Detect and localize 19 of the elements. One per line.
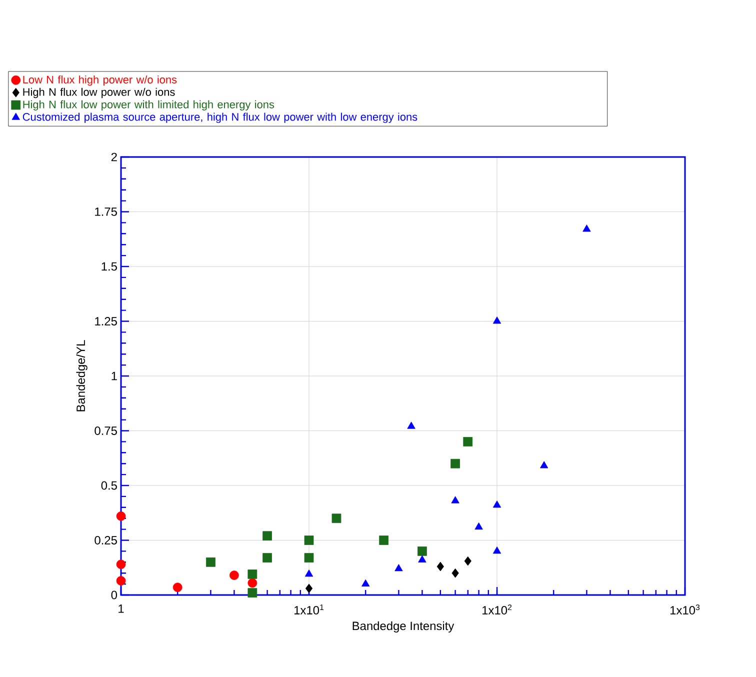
x-tick-label: 1: [118, 604, 124, 613]
y-tick-label: 0.5: [101, 481, 117, 490]
y-tick-label: 1: [112, 372, 117, 380]
legend-label: High N flux low power with limited high energy ions: [23, 100, 274, 110]
x-axis-title: Bandedge Intensity: [352, 621, 454, 633]
x-tick-label: 1x10$^{2}$: [482, 604, 512, 615]
y-tick-label: 0.25: [94, 536, 117, 544]
y-tick-label: 1.75: [95, 208, 117, 216]
x-tick-label: 1x10$^{3}$: [670, 604, 700, 615]
y-tick-label: 2: [111, 152, 117, 162]
y-tick-label: 0.75: [94, 426, 117, 435]
legend-label: Customized plasma source aperture, high N flux low power with low energy ions: [22, 112, 418, 123]
x-tick-label: 1x10$^{1}$: [294, 604, 324, 614]
y-tick-label: 1.25: [95, 317, 117, 326]
legend-label: Low N flux high power w/o ions: [23, 75, 177, 86]
legend-label: High N flux low power w/o ions: [23, 88, 175, 98]
y-tick-label: 0: [111, 590, 118, 600]
y-axis-title: Bandedge/YL: [76, 340, 88, 412]
y-tick-label: 1.5: [102, 262, 117, 271]
